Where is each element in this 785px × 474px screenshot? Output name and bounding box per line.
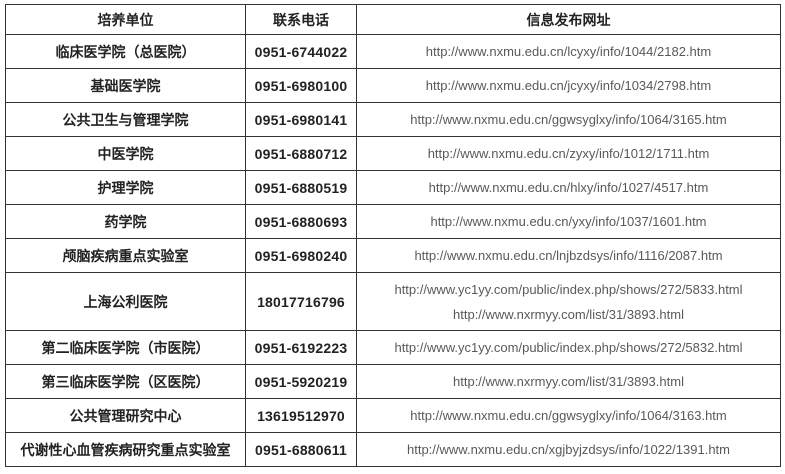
table-row: 基础医学院 0951-6980100 http://www.nxmu.edu.c… [5,68,781,103]
url-text: http://www.nxrmyy.com/list/31/3893.html [453,374,684,389]
unit-cell: 第二临床医学院（市医院） [5,330,246,365]
url-cell: http://www.nxmu.edu.cn/ggwsyglxy/info/10… [356,102,781,137]
url-text: http://www.nxrmyy.com/list/31/3893.html [453,306,684,322]
unit-cell: 上海公利医院 [5,272,246,331]
url-cell: http://www.yc1yy.com/public/index.php/sh… [356,272,781,331]
table-row: 临床医学院（总医院） 0951-6744022 http://www.nxmu.… [5,34,781,69]
url-text: http://www.nxmu.edu.cn/ggwsyglxy/info/10… [410,112,727,127]
column-header-unit: 培养单位 [5,4,246,35]
url-text: http://www.nxmu.edu.cn/zyxy/info/1012/17… [427,146,710,161]
url-cell: http://www.nxmu.edu.cn/jcyxy/info/1034/2… [356,68,781,103]
url-cell: http://www.nxmu.edu.cn/ggwsyglxy/info/10… [356,398,781,433]
url-text: http://www.nxmu.edu.cn/xgjbyjzdsys/info/… [406,442,730,457]
table-row: 护理学院 0951-6880519 http://www.nxmu.edu.cn… [5,170,781,205]
phone-cell: 18017716796 [245,272,357,331]
table-row: 颅脑疾病重点实验室 0951-6980240 http://www.nxmu.e… [5,238,781,273]
phone-cell: 0951-6880693 [245,204,357,239]
column-header-url: 信息发布网址 [356,4,781,35]
table-row: 第三临床医学院（区医院） 0951-5920219 http://www.nxr… [5,364,781,399]
url-cell: http://www.nxmu.edu.cn/lnjbzdsys/info/11… [356,238,781,273]
table-row: 公共卫生与管理学院 0951-6980141 http://www.nxmu.e… [5,102,781,137]
table-row: 公共管理研究中心 13619512970 http://www.nxmu.edu… [5,398,781,433]
url-text: http://www.nxmu.edu.cn/lcyxy/info/1044/2… [425,44,712,59]
table-row: 药学院 0951-6880693 http://www.nxmu.edu.cn/… [5,204,781,239]
url-text: http://www.nxmu.edu.cn/jcyxy/info/1034/2… [425,78,712,93]
phone-cell: 0951-6980141 [245,102,357,137]
unit-cell: 公共卫生与管理学院 [5,102,246,137]
table-row: 代谢性心血管疾病研究重点实验室 0951-6880611 http://www.… [5,432,781,467]
url-text: http://www.yc1yy.com/public/index.php/sh… [394,281,743,297]
url-text: http://www.nxmu.edu.cn/yxy/info/1037/160… [430,214,707,229]
url-cell: http://www.nxmu.edu.cn/lcyxy/info/1044/2… [356,34,781,69]
unit-cell: 临床医学院（总医院） [5,34,246,69]
table-row: 中医学院 0951-6880712 http://www.nxmu.edu.cn… [5,136,781,171]
url-cell: http://www.nxrmyy.com/list/31/3893.html [356,364,781,399]
unit-cell: 护理学院 [5,170,246,205]
training-unit-contact-table: 培养单位 联系电话 信息发布网址 临床医学院（总医院） 0951-6744022… [5,4,781,467]
unit-cell: 基础医学院 [5,68,246,103]
url-text: http://www.nxmu.edu.cn/hlxy/info/1027/45… [428,180,709,195]
unit-cell: 颅脑疾病重点实验室 [5,238,246,273]
table-header-row: 培养单位 联系电话 信息发布网址 [5,4,781,35]
phone-cell: 0951-6744022 [245,34,357,69]
unit-cell: 公共管理研究中心 [5,398,246,433]
url-cell: http://www.yc1yy.com/public/index.php/sh… [356,330,781,365]
unit-cell: 药学院 [5,204,246,239]
phone-cell: 0951-6880519 [245,170,357,205]
phone-cell: 0951-6880611 [245,432,357,467]
phone-cell: 0951-6980100 [245,68,357,103]
unit-cell: 第三临床医学院（区医院） [5,364,246,399]
table-row: 第二临床医学院（市医院） 0951-6192223 http://www.yc1… [5,330,781,365]
phone-cell: 0951-6192223 [245,330,357,365]
phone-cell: 13619512970 [245,398,357,433]
url-cell: http://www.nxmu.edu.cn/zyxy/info/1012/17… [356,136,781,171]
url-text: http://www.nxmu.edu.cn/ggwsyglxy/info/10… [410,408,727,423]
unit-cell: 代谢性心血管疾病研究重点实验室 [5,432,246,467]
phone-cell: 0951-5920219 [245,364,357,399]
url-cell: http://www.nxmu.edu.cn/yxy/info/1037/160… [356,204,781,239]
phone-cell: 0951-6880712 [245,136,357,171]
column-header-phone: 联系电话 [245,4,357,35]
phone-cell: 0951-6980240 [245,238,357,273]
url-text: http://www.yc1yy.com/public/index.php/sh… [394,340,743,355]
url-cell: http://www.nxmu.edu.cn/hlxy/info/1027/45… [356,170,781,205]
unit-cell: 中医学院 [5,136,246,171]
table-row: 上海公利医院 18017716796 http://www.yc1yy.com/… [5,272,781,331]
url-text: http://www.nxmu.edu.cn/lnjbzdsys/info/11… [414,248,723,263]
url-cell: http://www.nxmu.edu.cn/xgjbyjzdsys/info/… [356,432,781,467]
